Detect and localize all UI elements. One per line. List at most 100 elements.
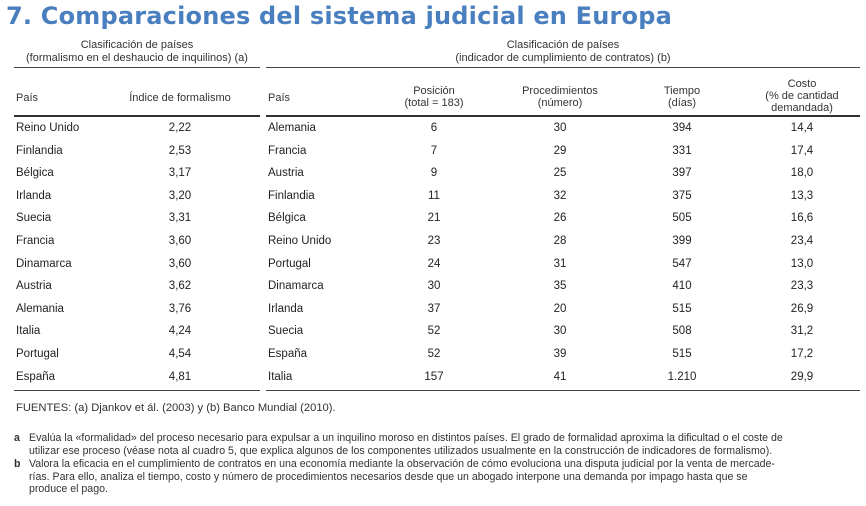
- table-row: Bélgica 3,17 Austria 9 25 397 18,0: [0, 163, 866, 186]
- table-bottom-rule-right: [266, 390, 860, 391]
- cell-time: 394: [672, 122, 692, 134]
- footnote-b-line-3: produce el pago.: [29, 483, 108, 495]
- cell-formalism-index: 3,60: [168, 257, 192, 270]
- cell-cost: 13,3: [790, 189, 814, 202]
- table-row: Alemania 3,76 Irlanda 37 20 515 26,9: [0, 299, 866, 322]
- cell-position: 37: [427, 302, 441, 315]
- cell-position: 6: [430, 122, 438, 134]
- cell-position: 24: [427, 257, 441, 270]
- cell-position: 23: [427, 235, 441, 247]
- header-rule-left: [14, 115, 260, 117]
- cell-country-left: Bélgica: [16, 167, 54, 180]
- table-row: Reino Unido 2,22 Alemania 6 30 394 14,4: [0, 118, 866, 141]
- cell-cost: 18,0: [790, 167, 814, 180]
- cell-country-right: Alemania: [268, 122, 316, 134]
- cell-country-left: Portugal: [16, 348, 59, 360]
- cell-position: 11: [428, 189, 440, 202]
- cell-time: 1.210: [667, 370, 697, 383]
- cell-country-left: Finlandia: [16, 144, 63, 157]
- cell-formalism-index: 3,60: [168, 235, 192, 247]
- footnote-b: b Valora la eficacia en el cumplimiento …: [14, 458, 860, 496]
- cell-position: 7: [430, 144, 438, 157]
- cell-formalism-index: 2,53: [168, 144, 192, 157]
- cell-cost: 17,4: [790, 144, 814, 157]
- header-time-l1: Tiempo: [663, 85, 701, 97]
- cell-cost: 13,0: [790, 257, 814, 270]
- right-group-rule: [266, 67, 860, 68]
- cell-procedures: 28: [553, 235, 567, 247]
- cell-cost: 29,9: [790, 370, 814, 383]
- header-country-left: País: [16, 92, 39, 104]
- header-position: Posición (total = 183): [384, 85, 484, 109]
- cell-position: 9: [430, 167, 438, 180]
- cell-formalism-index: 3,20: [168, 189, 192, 202]
- table-row: Irlanda 3,20 Finlandia 11 32 375 13,3: [0, 186, 866, 209]
- cell-country-left: Italia: [16, 325, 41, 338]
- cell-position: 30: [427, 280, 441, 293]
- table-row: Francia 3,60 Reino Unido 23 28 399 23,4: [0, 231, 866, 254]
- right-group-heading: Clasificación de países (indicador de cu…: [266, 39, 860, 65]
- cell-time: 505: [672, 212, 692, 225]
- cell-country-left: Alemania: [16, 302, 64, 315]
- footnote-b-line-2: rías. Para ello, analiza el tiempo, cost…: [29, 470, 748, 483]
- cell-formalism-index: 4,54: [168, 348, 192, 360]
- cell-country-left: España: [16, 370, 56, 383]
- header-country-right: País: [268, 92, 291, 104]
- cell-formalism-index: 4,81: [168, 370, 192, 383]
- footnote-a-key: a: [14, 432, 20, 444]
- header-cost-l1: Costo: [787, 78, 817, 90]
- right-group-title: Clasificación de países: [506, 39, 620, 51]
- cell-country-left: Reino Unido: [16, 122, 80, 134]
- table-row: Suecia 3,31 Bélgica 21 26 505 16,6: [0, 208, 866, 231]
- footnote-a-line-2: utilizar ese proceso (véase nota al cuad…: [29, 444, 773, 457]
- cell-procedures: 41: [553, 370, 567, 383]
- header-procedures: Procedimientos (número): [500, 85, 620, 109]
- cell-formalism-index: 3,62: [168, 280, 192, 293]
- cell-procedures: 31: [553, 257, 567, 270]
- table-row: Finlandia 2,53 Francia 7 29 331 17,4: [0, 141, 866, 164]
- header-cost-l3: demandada): [771, 102, 833, 114]
- cell-country-right: España: [268, 348, 308, 360]
- cell-position: 52: [427, 348, 441, 360]
- cell-position: 21: [427, 212, 441, 225]
- cell-time: 547: [672, 257, 692, 270]
- cell-formalism-index: 2,22: [168, 122, 192, 134]
- header-position-l2: (total = 183): [404, 97, 464, 109]
- header-formalism-index: Índice de formalismo: [129, 92, 231, 104]
- cell-country-right: Francia: [268, 144, 307, 157]
- table-row: España 4,81 Italia 157 41 1.210 29,9: [0, 367, 866, 390]
- footnote-a: a Evalúa la «formalidad» del proceso nec…: [14, 432, 860, 457]
- cell-country-right: Austria: [268, 167, 304, 180]
- cell-cost: 17,2: [790, 348, 814, 360]
- cell-formalism-index: 4,24: [168, 325, 192, 338]
- cell-time: 515: [672, 348, 692, 360]
- cell-country-left: Francia: [16, 235, 55, 247]
- cell-procedures: 32: [553, 189, 567, 202]
- footnote-b-line-1: Valora la eficacia en el cumplimiento de…: [29, 458, 775, 470]
- cell-formalism-index: 3,31: [168, 212, 192, 225]
- header-rule-right: [266, 115, 860, 117]
- cell-cost: 31,2: [790, 325, 814, 338]
- cell-country-right: Italia: [268, 370, 293, 383]
- cell-procedures: 20: [553, 302, 567, 315]
- table-row: Portugal 4,54 España 52 39 515 17,2: [0, 344, 866, 367]
- right-group-subtitle: (indicador de cumplimiento de contratos)…: [455, 52, 671, 64]
- cell-country-left: Irlanda: [16, 189, 52, 202]
- footnote-a-line-1: Evalúa la «formalidad» del proceso neces…: [29, 432, 783, 444]
- table-bottom-rule-left: [14, 390, 260, 391]
- cell-time: 399: [672, 235, 692, 247]
- cell-country-left: Suecia: [16, 212, 52, 225]
- cell-procedures: 26: [553, 212, 567, 225]
- cell-country-left: Austria: [16, 280, 52, 293]
- page-title: 7. Comparaciones del sistema judicial en…: [6, 2, 673, 30]
- header-procedures-l2: (número): [537, 97, 583, 109]
- cell-cost: 14,4: [790, 122, 814, 134]
- left-group-title: Clasificación de países: [80, 39, 194, 51]
- cell-cost: 16,6: [790, 212, 814, 225]
- cell-cost: 26,9: [790, 302, 814, 315]
- cell-time: 410: [672, 280, 692, 293]
- cell-position: 52: [427, 325, 441, 338]
- cell-procedures: 35: [553, 280, 567, 293]
- cell-country-right: Suecia: [268, 325, 304, 338]
